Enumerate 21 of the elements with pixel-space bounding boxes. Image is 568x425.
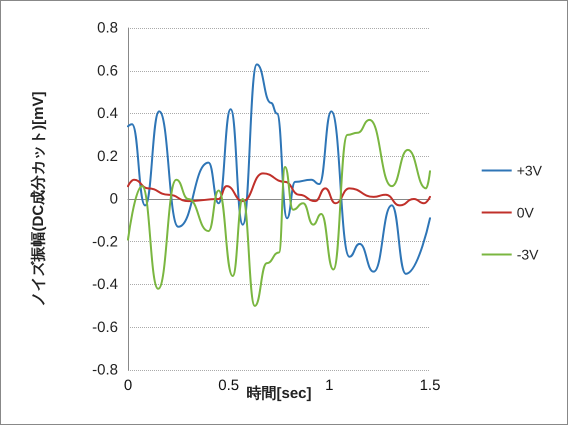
y-axis-title: ノイズ振幅(DC成分カット)[mV] (30, 92, 47, 306)
x-tick-label: 1.5 (420, 377, 440, 394)
y-tick-label: 0.6 (97, 62, 118, 80)
legend-label: 0V (516, 204, 534, 220)
x-tick-label: 0 (124, 377, 132, 394)
x-axis-title: 時間[sec] (246, 385, 312, 402)
legend-label: +3V (516, 162, 543, 178)
line-series (127, 63, 431, 275)
x-tick-label: 0.5 (218, 377, 240, 394)
y-tick-label: 0.2 (97, 148, 118, 165)
y-tick-label: 0 (110, 190, 118, 208)
y-tick-label: -0.8 (92, 362, 118, 378)
legend-label: -3V (516, 246, 540, 262)
y-tick-label: 0.4 (97, 105, 118, 122)
y-tick-label: -0.6 (92, 318, 118, 336)
y-tick-label: -0.2 (92, 233, 118, 250)
x-tick-label: 1 (325, 377, 334, 394)
y-tick-label: 0.8 (97, 20, 118, 36)
line-series (127, 172, 431, 206)
y-tick-label: -0.4 (92, 276, 118, 293)
line-series (127, 118, 431, 307)
